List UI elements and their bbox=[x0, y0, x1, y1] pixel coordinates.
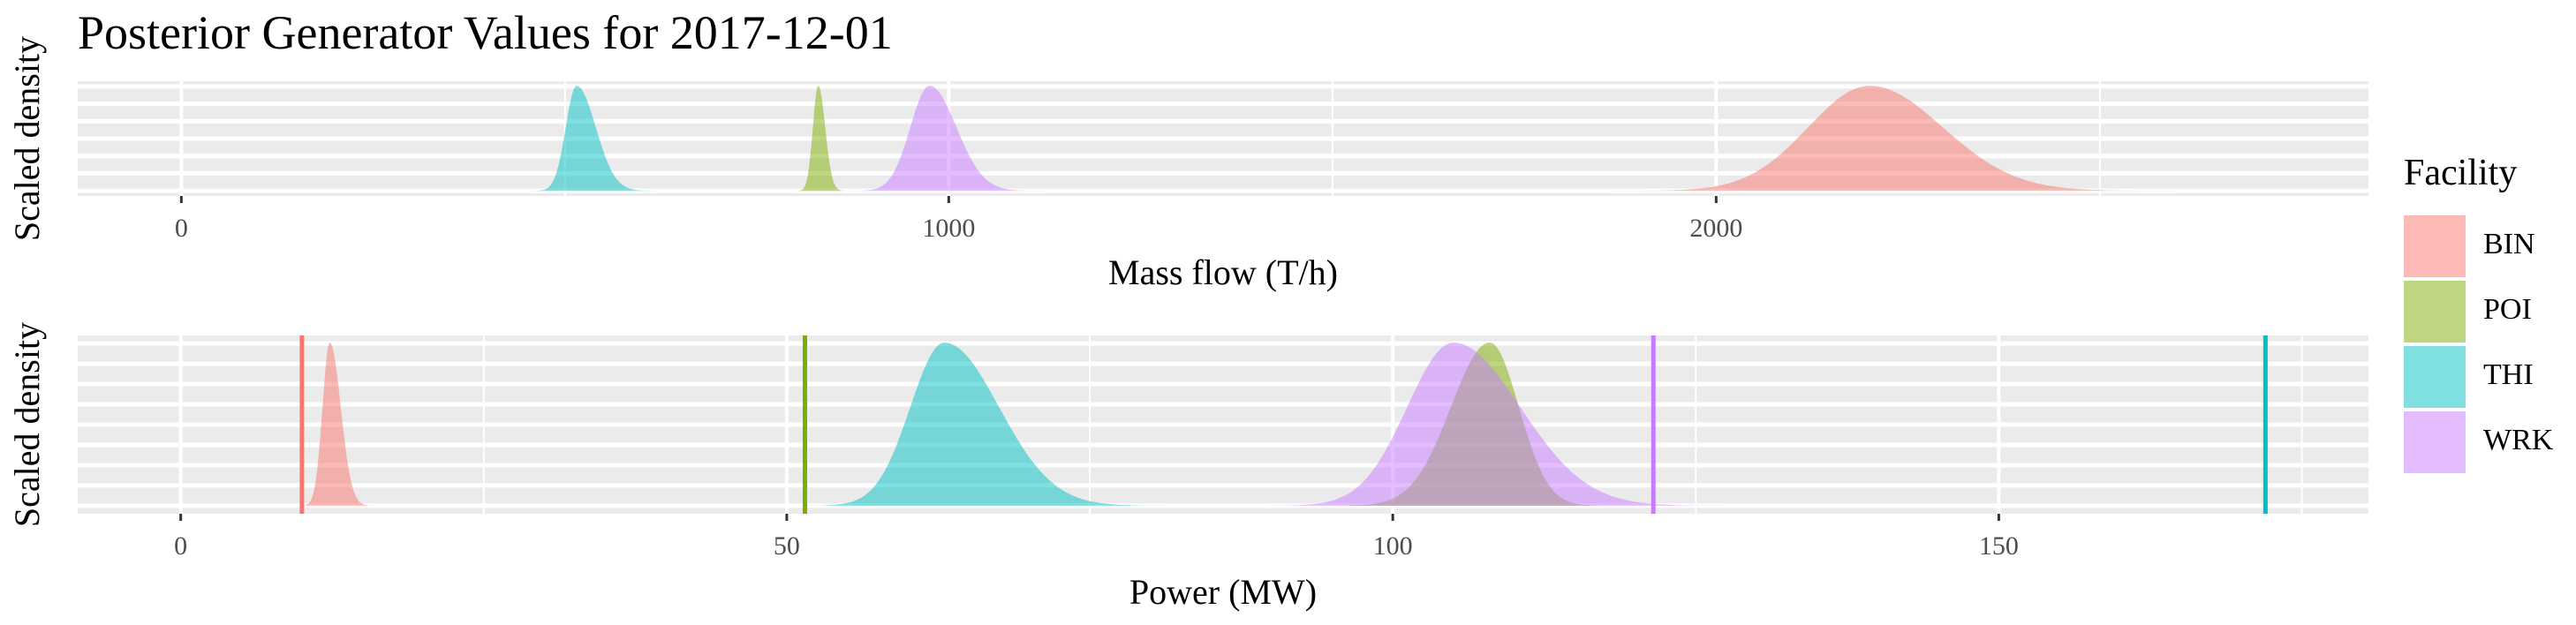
density-bin bbox=[298, 343, 376, 506]
legend-label-poi: POI bbox=[2483, 293, 2532, 326]
legend-item-wrk: WRK bbox=[2404, 411, 2576, 473]
x-tick-label: 50 bbox=[774, 531, 800, 561]
x-tick-label: 150 bbox=[1979, 531, 2019, 561]
legend-label-bin: BIN bbox=[2483, 228, 2535, 260]
density-wrk bbox=[849, 86, 1043, 192]
x-axis-title: Mass flow (T/h) bbox=[1108, 252, 1338, 292]
x-tick-label: 0 bbox=[174, 531, 187, 561]
density-wrk bbox=[1259, 343, 1734, 506]
density-poi bbox=[796, 86, 848, 192]
x-tick-label: 1000 bbox=[922, 214, 975, 243]
legend-key-wrk bbox=[2404, 411, 2466, 473]
legend-key-thi bbox=[2404, 346, 2466, 408]
x-tick-label: 0 bbox=[175, 214, 188, 243]
legend-item-bin: BIN bbox=[2404, 215, 2576, 277]
legend-key-bin bbox=[2404, 215, 2466, 277]
density-thi bbox=[531, 86, 658, 192]
legend-key-poi bbox=[2404, 281, 2466, 343]
x-tick-label: 2000 bbox=[1689, 214, 1742, 243]
density-bin bbox=[1612, 86, 2176, 192]
y-axis-title: Scaled density bbox=[7, 36, 47, 241]
x-axis-title: Power (MW) bbox=[1129, 572, 1317, 612]
panel-1: 0 1000 2000 Mass flow (T/h) Scaled density bbox=[7, 36, 2368, 292]
legend-title: Facility bbox=[2404, 153, 2518, 193]
legend-item-thi: THI bbox=[2404, 346, 2576, 408]
panel-2: 0 50 100 150 Power (MW) Scaled density bbox=[7, 322, 2368, 612]
legend-label-wrk: WRK bbox=[2483, 424, 2554, 456]
y-axis-title: Scaled density bbox=[7, 322, 47, 527]
x-tick-label: 100 bbox=[1373, 531, 1413, 561]
legend-label-thi: THI bbox=[2483, 358, 2534, 391]
density-thi bbox=[801, 343, 1174, 506]
legend-item-poi: POI bbox=[2404, 281, 2576, 343]
chart-title: Posterior Generator Values for 2017-12-0… bbox=[78, 6, 893, 59]
